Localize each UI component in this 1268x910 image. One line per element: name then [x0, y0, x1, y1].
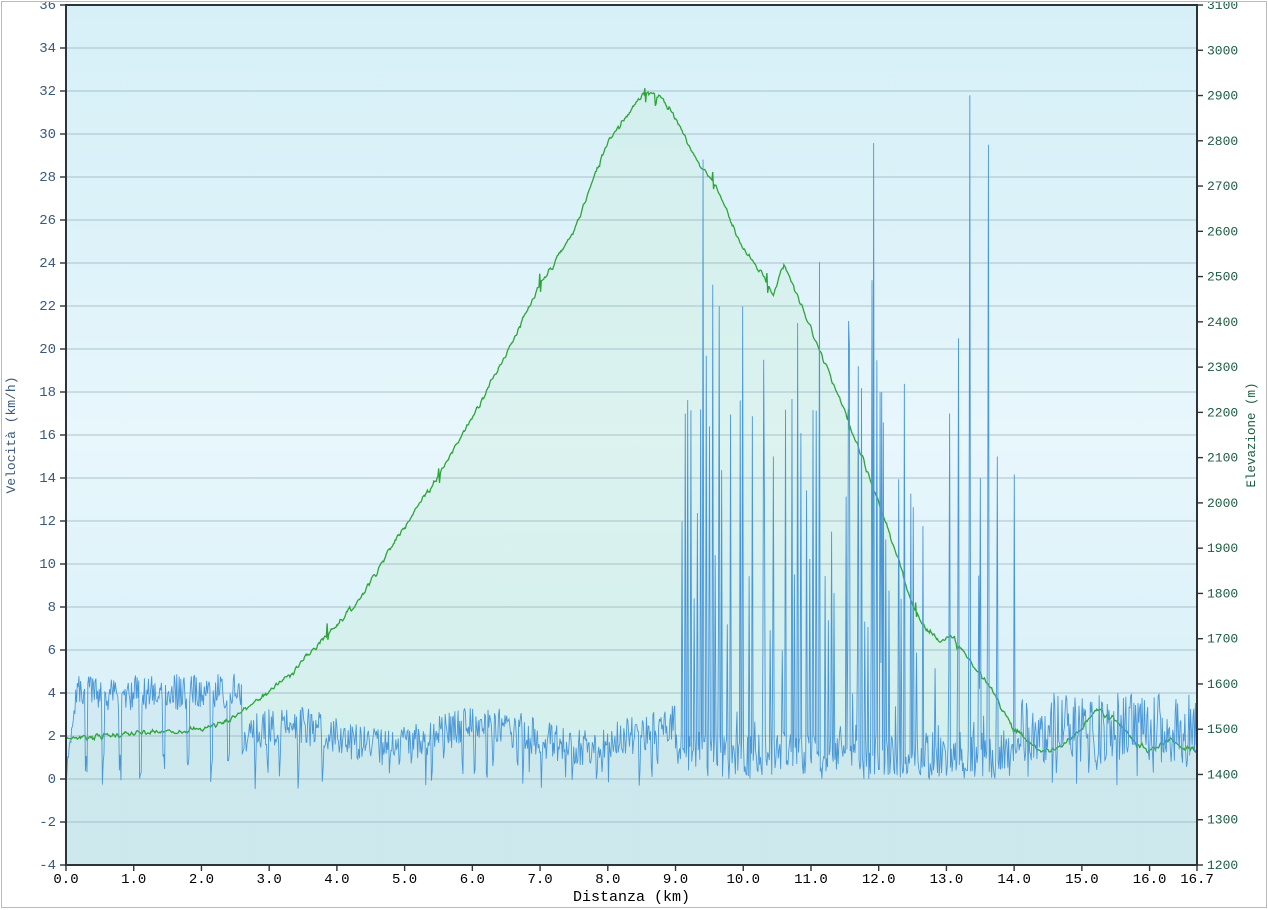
svg-text:1.0: 1.0	[121, 872, 146, 888]
svg-text:2200: 2200	[1207, 405, 1238, 420]
svg-text:32: 32	[39, 84, 56, 100]
svg-text:1600: 1600	[1207, 677, 1238, 692]
svg-text:20: 20	[39, 342, 56, 358]
svg-text:12: 12	[39, 514, 56, 530]
svg-text:24: 24	[39, 256, 56, 272]
svg-text:2600: 2600	[1207, 224, 1238, 239]
svg-text:4.0: 4.0	[324, 872, 349, 888]
svg-text:3100: 3100	[1207, 2, 1238, 13]
svg-text:30: 30	[39, 127, 56, 143]
svg-text:1200: 1200	[1207, 858, 1238, 873]
svg-text:5.0: 5.0	[392, 872, 417, 888]
svg-text:4: 4	[48, 686, 56, 702]
svg-text:2400: 2400	[1207, 315, 1238, 330]
svg-text:6.0: 6.0	[460, 872, 485, 888]
svg-text:14: 14	[39, 471, 56, 487]
svg-text:1700: 1700	[1207, 632, 1238, 647]
svg-text:16.7: 16.7	[1180, 872, 1214, 888]
svg-text:-2: -2	[39, 815, 56, 831]
svg-text:26: 26	[39, 213, 56, 229]
svg-text:8: 8	[48, 600, 56, 616]
svg-text:Velocità (km/h): Velocità (km/h)	[4, 376, 19, 493]
svg-text:1800: 1800	[1207, 586, 1238, 601]
svg-text:2500: 2500	[1207, 270, 1238, 285]
svg-text:3.0: 3.0	[257, 872, 282, 888]
svg-text:10: 10	[39, 557, 56, 573]
svg-text:28: 28	[39, 170, 56, 186]
svg-text:1500: 1500	[1207, 722, 1238, 737]
svg-text:2800: 2800	[1207, 134, 1238, 149]
svg-text:36: 36	[39, 2, 56, 14]
svg-text:15.0: 15.0	[1065, 872, 1099, 888]
svg-text:9.0: 9.0	[663, 872, 688, 888]
svg-text:14.0: 14.0	[997, 872, 1031, 888]
svg-text:2.0: 2.0	[189, 872, 214, 888]
svg-text:16.0: 16.0	[1133, 872, 1167, 888]
svg-text:6: 6	[48, 643, 56, 659]
svg-text:0: 0	[48, 772, 56, 788]
svg-text:2000: 2000	[1207, 496, 1238, 511]
svg-text:16: 16	[39, 428, 56, 444]
svg-text:3000: 3000	[1207, 43, 1238, 58]
svg-text:2300: 2300	[1207, 360, 1238, 375]
svg-text:2100: 2100	[1207, 451, 1238, 466]
svg-text:12.0: 12.0	[862, 872, 896, 888]
svg-text:2900: 2900	[1207, 89, 1238, 104]
svg-text:0.0: 0.0	[53, 872, 78, 888]
svg-text:8.0: 8.0	[595, 872, 620, 888]
svg-text:2: 2	[48, 729, 56, 745]
svg-text:10.0: 10.0	[726, 872, 760, 888]
svg-text:11.0: 11.0	[794, 872, 828, 888]
svg-text:18: 18	[39, 385, 56, 401]
svg-text:1300: 1300	[1207, 813, 1238, 828]
svg-text:1400: 1400	[1207, 767, 1238, 782]
svg-text:1900: 1900	[1207, 541, 1238, 556]
svg-text:7.0: 7.0	[527, 872, 552, 888]
svg-text:22: 22	[39, 299, 56, 315]
svg-text:Elevazione (m): Elevazione (m)	[1245, 382, 1259, 487]
svg-text:34: 34	[39, 41, 56, 57]
svg-text:2700: 2700	[1207, 179, 1238, 194]
svg-text:13.0: 13.0	[930, 872, 964, 888]
svg-text:Distanza (km): Distanza (km)	[573, 889, 690, 906]
